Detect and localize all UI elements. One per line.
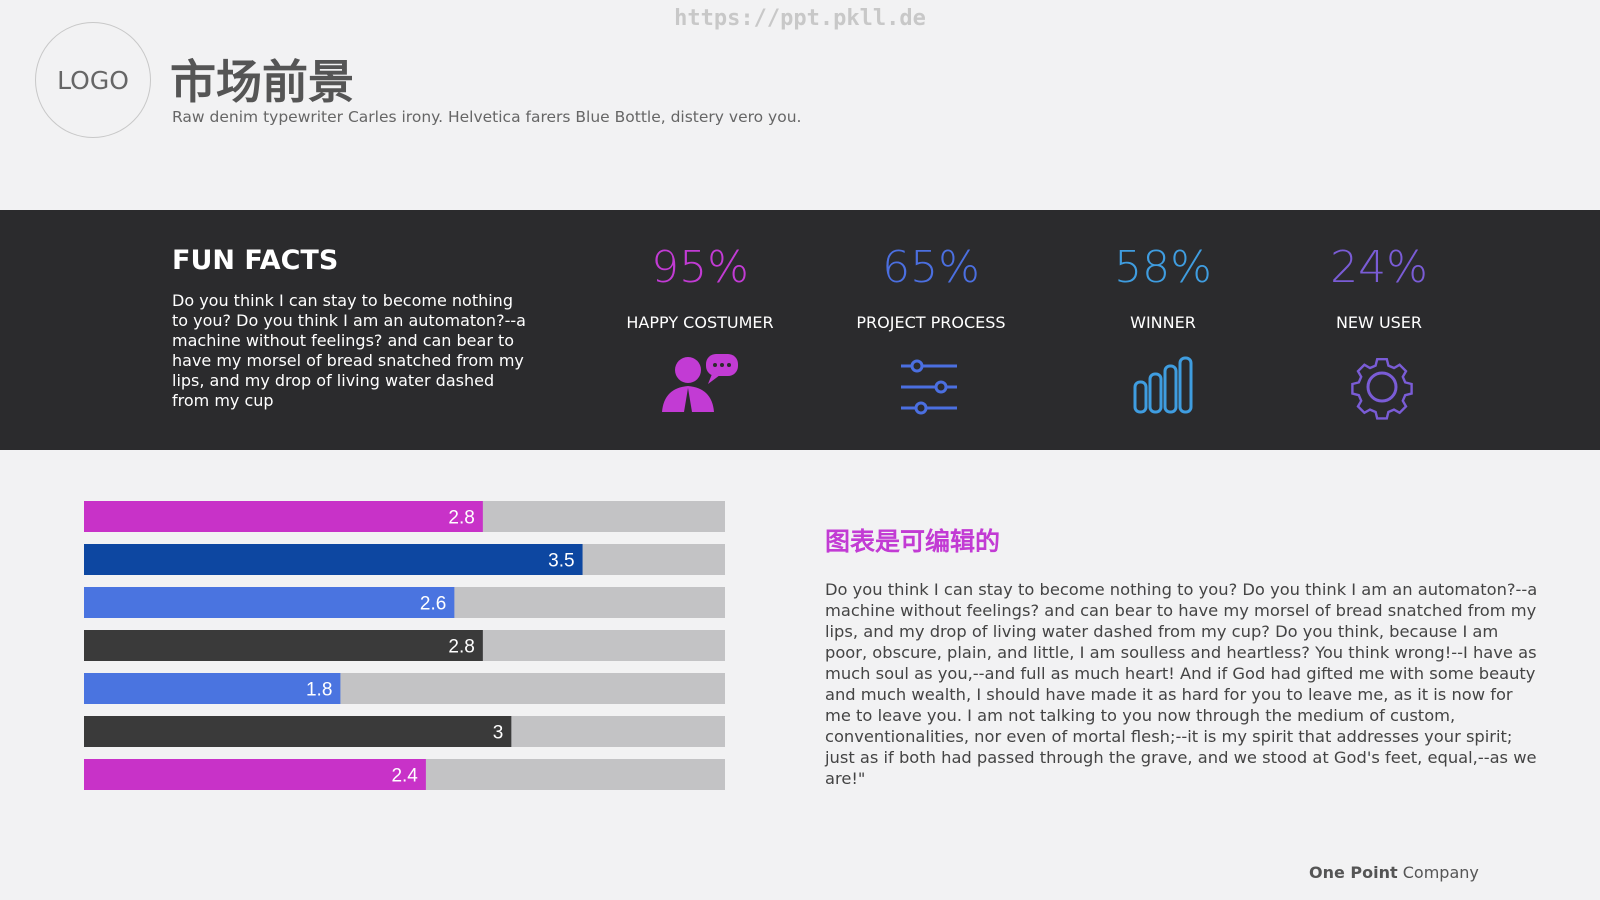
footer-rest: Company	[1402, 863, 1479, 882]
bar	[84, 716, 512, 747]
bars-icon	[1133, 356, 1193, 414]
bar	[84, 759, 426, 790]
bar-value-label: 2.8	[448, 637, 474, 658]
stat-label: NEW USER	[1335, 313, 1423, 332]
bar-value-label: 2.4	[391, 766, 418, 787]
footer: One Point Company	[1309, 863, 1479, 882]
title: 市场前景	[170, 55, 354, 109]
sliders-icon	[901, 359, 957, 415]
stat-value: 58%	[1114, 242, 1212, 293]
bar-value-label: 2.8	[448, 508, 474, 529]
bar	[84, 587, 455, 618]
user-chat-icon	[662, 354, 738, 412]
stat-label: HAPPY COSTUMER	[626, 313, 774, 332]
bar-value-label: 3.5	[548, 551, 574, 572]
fun-facts-text: Do you think I can stay to become nothin…	[172, 291, 526, 410]
fun-facts-band	[0, 210, 1600, 450]
subtitle: Raw denim typewriter Carles irony. Helve…	[172, 108, 802, 126]
bar	[84, 544, 583, 575]
stat-value: 65%	[882, 242, 980, 293]
bar-chart: 2.8 3.5 2.6 2.8 1.8 3 2.4	[84, 501, 725, 790]
bar	[84, 673, 341, 704]
bar-value-label: 1.8	[306, 680, 332, 701]
footer-bold: One Point	[1309, 863, 1398, 882]
bar	[84, 630, 483, 661]
fun-facts-title: FUN FACTS	[172, 245, 339, 276]
bar-value-label: 3	[493, 723, 504, 744]
gear-icon	[1351, 358, 1413, 420]
bar	[84, 501, 483, 532]
bar-value-label: 2.6	[420, 594, 446, 615]
stat-label: PROJECT PROCESS	[856, 313, 1006, 332]
stat-value: 95%	[651, 242, 749, 293]
stat-value: 24%	[1330, 242, 1428, 293]
note-text: Do you think I can stay to become nothin…	[825, 580, 1538, 788]
logo: LOGO	[35, 22, 151, 138]
note-title: 图表是可编辑的	[825, 527, 1001, 556]
watermark: https://ppt.pkll.de	[674, 6, 926, 31]
stat-label: WINNER	[1130, 313, 1196, 332]
